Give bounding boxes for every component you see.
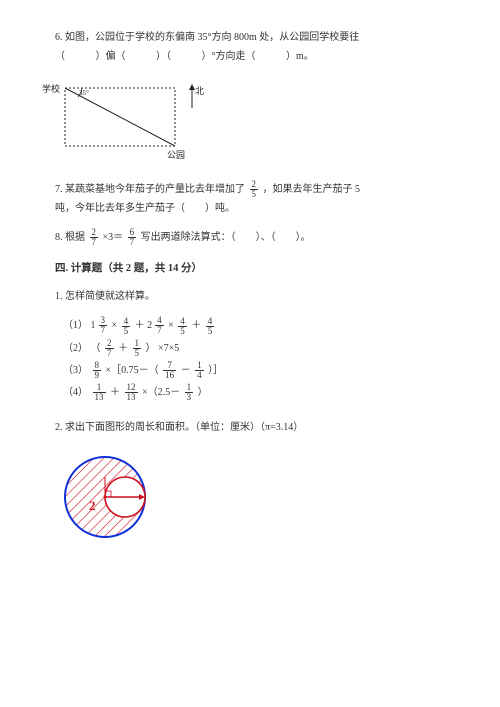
calc-item-3: （3） 89 ×［0.75－（ 716 － 14 ）］ [63,361,445,380]
section-4-title: 四. 计算题（共 2 题，共 14 分） [55,259,445,279]
q7-frac: 25 [250,180,259,199]
q7-line2: 吨，今年比去年多生产茄子（ ）吨。 [55,199,445,218]
q8-f1: 27 [90,228,99,247]
calc-item-1: （1） 137 × 45 ＋ 247 × 45 ＋ 45 [63,316,445,335]
label-angle: 35° [79,89,89,97]
q6-line2: （ ）偏（ ）（ ）°方向走（ ）m。 [55,47,445,66]
q8-pre: 8. 根据 [55,232,85,243]
label-north: 北 [195,86,204,96]
calc2-title: 2. 求出下面图形的周长和面积。（单位：厘米）（π=3.14） [55,418,445,437]
label-park: 公园 [167,150,185,160]
calc-item-4: （4） 113 ＋ 1213 ×（2.5－ 13 ） [63,383,445,402]
q6-part3: ）°方向走（ [202,51,256,62]
calc-list: （1） 137 × 45 ＋ 247 × 45 ＋ 45 （2） （ 27 ＋ … [55,316,445,402]
calc-item-2: （2） （ 27 ＋ 15 ） ×7×5 [63,339,445,358]
diagram-circle: 2 [55,447,165,547]
q6-part1: ）偏（ [96,51,126,62]
q6-part4: ）m。 [286,51,314,62]
question-7: 7. 某蔬菜基地今年茄子的产量比去年增加了 25 ，如果去年生产茄子 5 吨，今… [55,180,445,218]
question-8: 8. 根据 27 ×3＝ 67 写出两道除法算式：（ ）、（ ）。 [55,228,445,247]
calc1-title: 1. 怎样简便就这样算。 [55,287,445,306]
diagram-school-park: 学校 35° 北 公园 [37,76,217,166]
circle-label: 2 [89,498,96,513]
q6-part0: （ [55,51,65,62]
q7-mid: ，如果去年生产茄子 5 [263,184,361,195]
q8-mid1: ×3＝ [103,232,124,243]
q7-pre: 7. 某蔬菜基地今年茄子的产量比去年增加了 [55,184,245,195]
question-6: 6. 如图，公园位于学校的东偏南 35°方向 800m 处，从公园回学校要往 （… [55,28,445,66]
q8-f2: 67 [128,228,137,247]
q6-part2: ）（ [156,51,171,62]
q8-post: 写出两道除法算式：（ ）、（ ）。 [141,232,311,243]
label-school: 学校 [42,83,60,94]
q6-line1: 6. 如图，公园位于学校的东偏南 35°方向 800m 处，从公园回学校要往 [55,28,445,47]
